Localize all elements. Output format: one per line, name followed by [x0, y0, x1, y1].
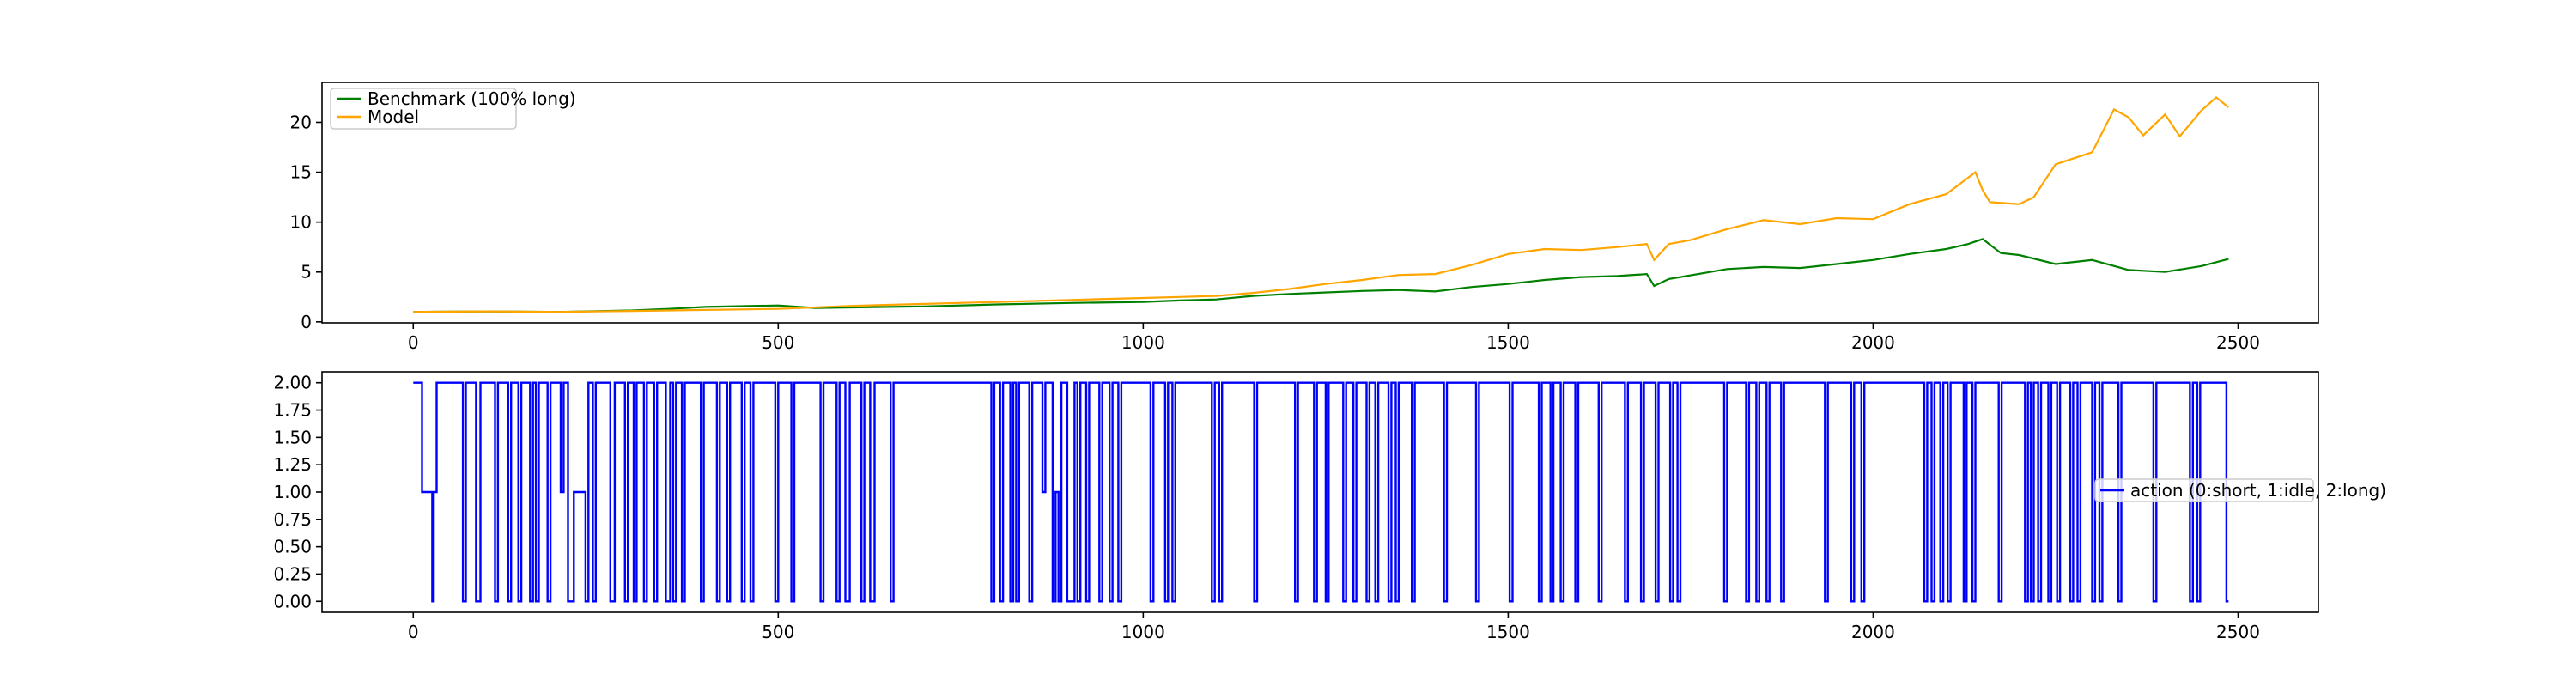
equity-axes-frame	[321, 82, 2319, 324]
action-legend: action (0:short, 1:idle, 2:long)	[2094, 478, 2386, 502]
y-tick-label: 1.50	[273, 427, 312, 447]
x-tick-label: 500	[762, 622, 794, 642]
x-tick-label: 2500	[2216, 622, 2260, 642]
legend-label-action: action (0:short, 1:idle, 2:long)	[2130, 480, 2386, 501]
x-tick-label: 1500	[1486, 332, 1530, 353]
x-tick-label: 2000	[1851, 332, 1895, 353]
action-series-group	[413, 381, 2229, 603]
y-tick-label: 20	[290, 112, 312, 132]
y-tick-label: 15	[290, 162, 312, 183]
y-tick-label: 10	[290, 212, 312, 233]
equity-legend-box	[330, 88, 517, 130]
x-tick-label: 1000	[1121, 622, 1165, 642]
y-tick-label: 1.75	[273, 400, 312, 421]
x-tick-label: 0	[408, 622, 419, 642]
y-tick-label: 2.00	[273, 373, 312, 393]
y-tick-label: 5	[301, 262, 312, 283]
equity-x-ticks: 0 500 1000 1500 2000 2500	[408, 323, 2260, 353]
action-y-ticks: 0.00 0.25 0.50 0.75 1.00 1.25 1.50 1.75 2.00	[273, 373, 322, 611]
x-tick-label: 1500	[1486, 622, 1530, 642]
y-tick-label: 1.25	[273, 454, 312, 475]
equity-series-group	[413, 95, 2230, 313]
y-tick-label: 0	[301, 312, 312, 332]
legend-label-benchmark: Benchmark (100% long)	[368, 88, 576, 109]
equity-y-ticks: 0 5 10 15 20	[290, 112, 322, 332]
legend-label-model: Model	[368, 106, 419, 127]
x-tick-label: 2000	[1851, 622, 1895, 642]
y-tick-label: 0.50	[273, 537, 312, 557]
action-x-ticks: 0 500 1000 1500 2000 2500	[408, 612, 2260, 642]
equity-chart: 0 500 1000 1500 2000 2500 0 5 10 15 20 Benchmark …	[290, 82, 2319, 353]
action-legend-box	[2094, 478, 2314, 502]
x-tick-label: 1000	[1121, 332, 1165, 353]
x-tick-label: 500	[762, 332, 794, 353]
y-tick-label: 0.25	[273, 563, 312, 584]
action-chart: 0 500 1000 1500 2000 2500 0.00 0.25 0.50 0.75 1.0…	[273, 371, 2386, 642]
y-tick-label: 1.00	[273, 482, 312, 502]
x-tick-label: 2500	[2216, 332, 2260, 353]
series-line-0-1	[413, 95, 2230, 313]
y-tick-label: 0.00	[273, 591, 312, 611]
x-tick-label: 0	[408, 332, 419, 353]
series-line-1-0	[413, 381, 2229, 603]
equity-legend: Benchmark (100% long) Model	[330, 88, 576, 130]
y-tick-label: 0.75	[273, 509, 312, 530]
